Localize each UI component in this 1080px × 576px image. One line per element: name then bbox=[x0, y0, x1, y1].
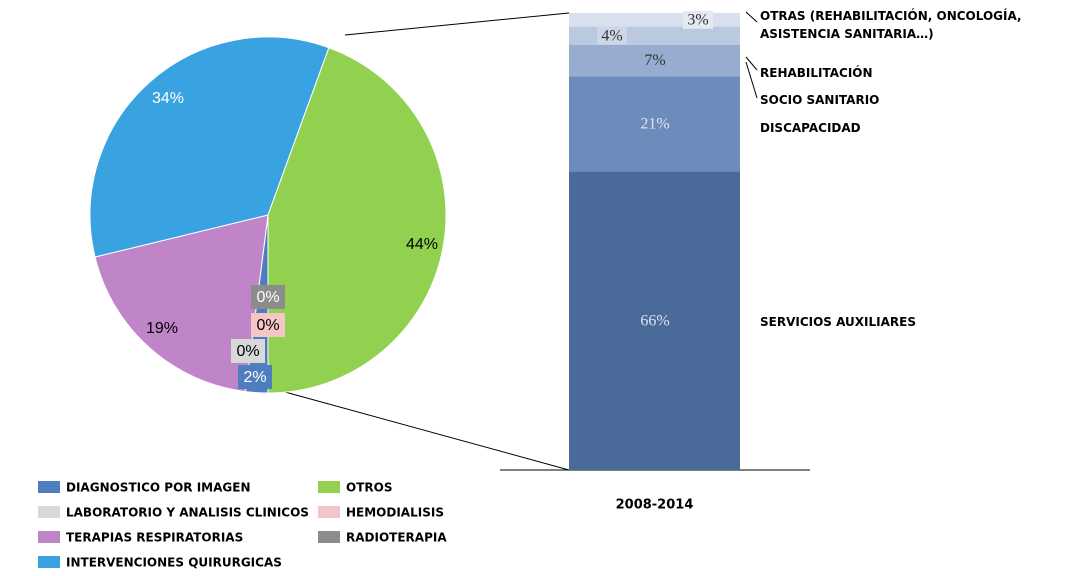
label-background bbox=[683, 10, 713, 29]
legend-label: INTERVENCIONES QUIRURGICAS bbox=[66, 556, 282, 570]
data-label: 19% bbox=[146, 320, 178, 337]
legend-swatch bbox=[318, 481, 340, 493]
pie-slice bbox=[89, 36, 330, 258]
legend-swatch bbox=[318, 531, 340, 543]
data-label: 21% bbox=[640, 116, 669, 133]
data-label: 0% bbox=[256, 317, 279, 334]
bar-segment bbox=[569, 76, 740, 172]
data-label: 2% bbox=[243, 369, 266, 386]
data-label: 0% bbox=[236, 343, 259, 360]
label-background bbox=[597, 26, 627, 45]
data-label: 0% bbox=[256, 289, 279, 306]
label-background bbox=[238, 365, 272, 389]
series-label: SOCIO SANITARIO bbox=[760, 93, 880, 107]
pie-slice bbox=[94, 214, 269, 393]
legend-swatch bbox=[38, 531, 60, 543]
series-label: OTRAS (REHABILITACIÓN, ONCOLOGÍA, ASISTE… bbox=[760, 9, 1022, 41]
leader-line bbox=[745, 61, 758, 99]
label-background bbox=[251, 313, 285, 337]
x-tick-label: 2008-2014 bbox=[616, 498, 694, 513]
series-label: SERVICIOS AUXILIARES bbox=[760, 315, 916, 329]
data-label: 7% bbox=[644, 52, 665, 69]
series-label: DISCAPACIDAD bbox=[760, 121, 861, 135]
legend-swatch bbox=[38, 556, 60, 568]
bar-segment bbox=[569, 44, 740, 77]
bar-segment bbox=[569, 26, 740, 45]
data-label: 3% bbox=[687, 11, 708, 28]
pie-slice bbox=[267, 47, 447, 394]
bar-segment bbox=[569, 13, 740, 27]
legend-label: RADIOTERAPIA bbox=[346, 531, 447, 545]
legend-label: LABORATORIO Y ANALISIS CLINICOS bbox=[66, 506, 309, 520]
legend-swatch bbox=[38, 481, 60, 493]
data-label: 44% bbox=[406, 236, 438, 253]
connector bbox=[344, 12, 570, 36]
bar-segment bbox=[569, 171, 740, 470]
label-background bbox=[231, 339, 265, 363]
data-label: 4% bbox=[601, 27, 622, 44]
label-background bbox=[251, 285, 285, 309]
legend-label: TERAPIAS RESPIRATORIAS bbox=[66, 531, 243, 545]
legend-label: DIAGNOSTICO POR IMAGEN bbox=[66, 481, 250, 495]
legend-swatch bbox=[38, 506, 60, 518]
data-label: 66% bbox=[640, 312, 669, 329]
legend-label: HEMODIALISIS bbox=[346, 506, 444, 520]
connector bbox=[284, 391, 570, 471]
leader-line bbox=[745, 11, 758, 23]
legend-label: OTROS bbox=[346, 481, 392, 495]
legend-swatch bbox=[318, 506, 340, 518]
series-label: REHABILITACIÓN bbox=[760, 66, 873, 80]
leader-line bbox=[745, 56, 758, 71]
data-label: 34% bbox=[152, 90, 184, 107]
